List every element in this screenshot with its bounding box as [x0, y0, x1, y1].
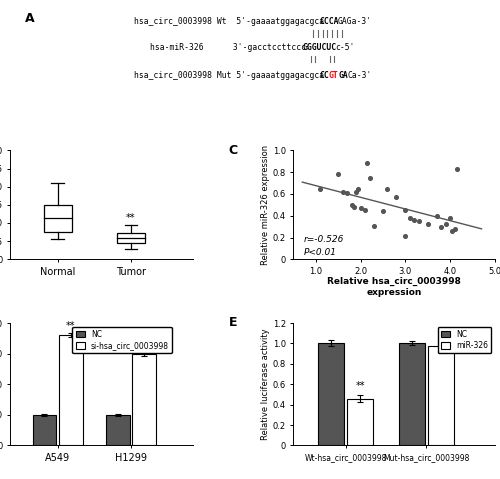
Legend: NC, si-hsa_circ_0003998: NC, si-hsa_circ_0003998: [72, 327, 172, 353]
Bar: [59, 335, 82, 445]
Text: hsa-miR-326      3'-gacctccttccc: hsa-miR-326 3'-gacctccttccc: [150, 43, 306, 52]
Text: C: C: [229, 144, 238, 157]
X-axis label: Relative hsa_circ_0003998
expression: Relative hsa_circ_0003998 expression: [327, 277, 461, 297]
Text: hsa_circ_0003998 Wt  5'-gaaaatggagacgca: hsa_circ_0003998 Wt 5'-gaaaatggagacgca: [134, 17, 324, 26]
Bar: [399, 343, 425, 445]
Bar: [117, 233, 145, 243]
Point: [453, 165, 461, 173]
Text: GT: GT: [328, 71, 338, 80]
Y-axis label: Relative luciferase activity: Relative luciferase activity: [260, 329, 270, 440]
Text: **: **: [356, 381, 365, 391]
Bar: [32, 415, 56, 445]
Point: [352, 188, 360, 195]
Bar: [348, 399, 373, 445]
Text: **: **: [126, 213, 136, 223]
Point: [402, 206, 409, 214]
Point: [450, 225, 458, 233]
Point: [448, 227, 456, 235]
Text: c-5': c-5': [336, 43, 355, 52]
Point: [437, 223, 445, 230]
Text: E: E: [229, 316, 237, 329]
Text: Ca-3': Ca-3': [348, 71, 372, 80]
Point: [334, 171, 342, 178]
Text: **: **: [66, 321, 76, 331]
Text: GA: GA: [338, 71, 348, 80]
Text: GAGa-3': GAGa-3': [338, 17, 372, 26]
Point: [446, 214, 454, 222]
Bar: [318, 343, 344, 445]
Point: [370, 222, 378, 229]
Point: [392, 194, 400, 201]
Point: [366, 174, 374, 182]
Text: CC: CC: [319, 71, 329, 80]
Point: [424, 221, 432, 228]
Legend: NC, miR-326: NC, miR-326: [438, 327, 491, 353]
Point: [433, 212, 441, 219]
Y-axis label: Relative miR-326 expression: Relative miR-326 expression: [260, 145, 270, 265]
Bar: [44, 205, 72, 232]
Point: [442, 221, 450, 228]
Point: [406, 214, 414, 222]
Text: CCCA: CCCA: [319, 17, 338, 26]
Point: [379, 207, 387, 215]
Point: [415, 217, 423, 225]
Point: [348, 201, 356, 209]
Point: [354, 185, 362, 193]
Point: [410, 216, 418, 224]
Point: [338, 188, 346, 195]
Point: [350, 203, 358, 211]
Point: [402, 233, 409, 240]
Bar: [132, 354, 156, 445]
Point: [343, 189, 351, 197]
Text: GGGUCUC: GGGUCUC: [302, 43, 336, 52]
Text: hsa_circ_0003998 Mut 5'-gaaaatggagacgca: hsa_circ_0003998 Mut 5'-gaaaatggagacgca: [134, 71, 324, 80]
Point: [356, 204, 364, 212]
Bar: [106, 415, 130, 445]
Text: P<0.01: P<0.01: [304, 249, 336, 257]
Point: [384, 185, 392, 193]
Point: [316, 185, 324, 193]
Bar: [428, 346, 454, 445]
Point: [364, 160, 372, 167]
Text: A: A: [24, 12, 34, 25]
Text: r=-0.526: r=-0.526: [304, 235, 344, 244]
Point: [361, 206, 369, 214]
Text: **: **: [140, 339, 149, 349]
